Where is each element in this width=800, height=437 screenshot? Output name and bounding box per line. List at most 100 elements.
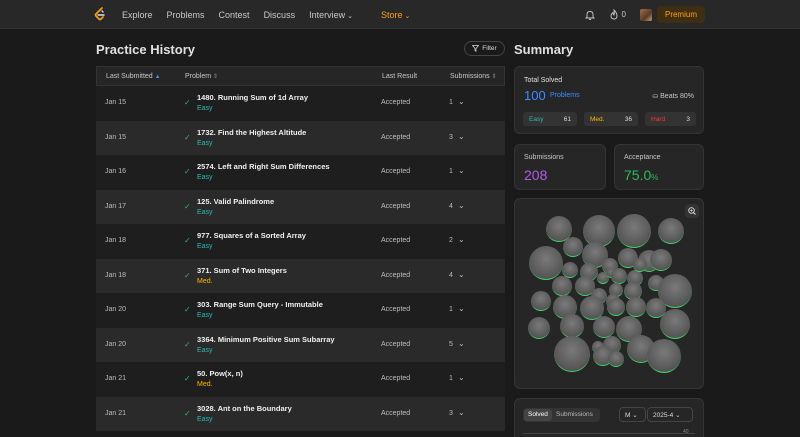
chevron-down-icon[interactable]: ⌄ — [458, 97, 465, 106]
easy-count: 61 — [563, 115, 571, 123]
acceptance-card: Acceptance 75.0% — [614, 144, 704, 190]
medium-pill[interactable]: Med. 36 — [584, 112, 638, 126]
chevron-down-icon: ⌄ — [675, 412, 681, 419]
topic-bubble[interactable] — [593, 316, 615, 338]
avatar[interactable] — [639, 8, 652, 21]
problem-difficulty: Easy — [197, 208, 213, 216]
nav-explore[interactable]: Explore — [122, 9, 153, 20]
table-row[interactable]: Jan 18 ✓ 371. Sum of Two Integers Med. Accep… — [96, 258, 505, 293]
problem-title[interactable]: 3028. Ant on the Boundary — [197, 403, 292, 413]
premium-button[interactable]: Premium — [656, 6, 705, 23]
chevron-down-icon[interactable]: ⌄ — [458, 200, 465, 210]
table-row[interactable]: Jan 17 ✓ 125. Valid Palindrome Easy Accepted… — [96, 189, 505, 224]
last-result: Accepted — [381, 168, 411, 175]
medium-label: Med. — [590, 115, 605, 123]
table-row[interactable]: Jan 15 ✓ 1480. Running Sum of 1d Array Easy… — [96, 86, 505, 121]
row-date: Jan 21 — [105, 375, 127, 382]
topic-bubble[interactable] — [531, 291, 551, 311]
col-submissions-label: Submissions — [450, 73, 490, 80]
table-row[interactable]: Jan 21 ✓ 3028. Ant on the Boundary Easy Acce… — [96, 396, 505, 431]
table-row[interactable]: Jan 20 ✓ 3364. Minimum Positive Sum Subarr… — [96, 327, 505, 362]
streak-fire-icon[interactable] — [609, 9, 619, 20]
nav-store[interactable]: Store ⌄ — [381, 10, 424, 20]
col-submissions[interactable]: Submissions ⇕ — [450, 73, 497, 80]
topic-bubble[interactable] — [546, 216, 572, 242]
chevron-down-icon[interactable]: ⌄ — [458, 131, 465, 141]
topic-bubble[interactable] — [554, 336, 590, 372]
topic-bubble[interactable] — [646, 298, 666, 318]
table-row[interactable]: Jan 18 ✓ 977. Squares of a Sorted Array Eas… — [96, 224, 505, 259]
topic-bubble[interactable] — [528, 317, 550, 339]
topic-bubble[interactable] — [617, 214, 651, 248]
tab-submissions[interactable]: Submissions — [556, 411, 593, 418]
hard-pill[interactable]: Hard 3 — [645, 112, 696, 126]
row-date: Jan 15 — [105, 99, 127, 106]
problem-title[interactable]: 2574. Left and Right Sum Differences — [197, 162, 330, 171]
submission-count: 1 — [449, 306, 453, 313]
chevron-down-icon[interactable]: ⌄ — [458, 407, 465, 417]
row-date: Jan 17 — [105, 202, 127, 210]
row-date: Jan 18 — [105, 271, 127, 279]
topic-bubble[interactable] — [607, 298, 625, 316]
range-select-value: M — [625, 412, 631, 419]
zoom-button[interactable] — [685, 204, 699, 218]
table-row[interactable]: Jan 21 ✓ 50. Pow(x, n) Med. Accepted 1 ⌄ — [96, 362, 505, 397]
col-problem[interactable]: Problem ⇕ — [185, 73, 218, 80]
table-row[interactable]: Jan 20 ✓ 303. Range Sum Query - Immutable E… — [96, 293, 505, 328]
chevron-down-icon[interactable]: ⌄ — [458, 235, 465, 244]
last-result: Accepted — [381, 133, 411, 141]
bell-icon[interactable] — [584, 10, 595, 20]
acceptance-value: 75.0 — [624, 167, 652, 183]
topic-bubble[interactable] — [626, 297, 646, 317]
last-result: Accepted — [381, 237, 411, 244]
total-solved-unit: Problems — [550, 92, 580, 99]
chevron-down-icon[interactable]: ⌄ — [458, 269, 465, 279]
problem-title[interactable]: 303. Range Sum Query - Immutable — [197, 300, 323, 309]
topic-bubble[interactable] — [608, 351, 624, 367]
submission-count: 4 — [449, 271, 453, 279]
topic-bubble[interactable] — [562, 262, 578, 278]
chevron-down-icon[interactable]: ⌄ — [458, 338, 465, 348]
topic-bubble[interactable] — [611, 268, 627, 284]
topic-bubble[interactable] — [658, 218, 684, 244]
table-row[interactable]: Jan 15 ✓ 1732. Find the Highest Altitude Ea… — [96, 120, 505, 155]
problem-title[interactable]: 371. Sum of Two Integers — [197, 265, 287, 275]
range-select[interactable]: M ⌄ — [619, 407, 646, 422]
chevron-down-icon[interactable]: ⌄ — [458, 304, 465, 313]
table-row[interactable]: Jan 16 ✓ 2574. Left and Right Sum Differen… — [96, 155, 505, 190]
total-solved-value: 100 — [524, 88, 546, 103]
nav-discuss[interactable]: Discuss — [263, 9, 296, 20]
problem-title[interactable]: 1480. Running Sum of 1d Array — [197, 93, 308, 102]
tab-solved[interactable]: Solved — [528, 411, 548, 418]
date-select[interactable]: 2025-4 ⌄ — [647, 407, 693, 422]
problem-title[interactable]: 3364. Minimum Positive Sum Subarray — [197, 334, 335, 344]
filter-button[interactable]: Filter — [464, 41, 505, 56]
hard-count: 3 — [686, 115, 690, 123]
check-icon: ✓ — [184, 167, 191, 176]
topic-bubble[interactable] — [529, 246, 563, 280]
topic-bubble[interactable] — [633, 258, 647, 272]
easy-pill[interactable]: Easy 61 — [523, 112, 577, 126]
nav-interview[interactable]: Interview ⌄ — [309, 10, 367, 20]
problem-title[interactable]: 977. Squares of a Sorted Array — [197, 231, 306, 240]
topic-bubble[interactable] — [575, 276, 595, 296]
problem-title[interactable]: 125. Valid Palindrome — [197, 196, 275, 206]
topic-bubble[interactable] — [647, 339, 681, 373]
leetcode-logo-icon[interactable] — [93, 7, 107, 22]
submissions-value: 208 — [524, 167, 548, 183]
nav-contest[interactable]: Contest — [218, 9, 250, 20]
topic-bubble[interactable] — [560, 314, 584, 338]
topic-bubble[interactable] — [563, 237, 583, 257]
problem-title[interactable]: 50. Pow(x, n) — [197, 369, 243, 378]
topic-bubble[interactable] — [650, 249, 672, 271]
col-last-submitted[interactable]: Last Submitted ▲ — [106, 73, 161, 80]
col-last-result-label: Last Result — [382, 73, 418, 80]
chevron-down-icon[interactable]: ⌄ — [458, 166, 465, 175]
chevron-down-icon[interactable]: ⌄ — [458, 373, 465, 382]
topic-bubble[interactable] — [583, 215, 615, 247]
problem-title[interactable]: 1732. Find the Highest Altitude — [197, 127, 307, 137]
topic-bubble[interactable] — [660, 309, 690, 339]
topic-bubble[interactable] — [552, 276, 572, 296]
last-result: Accepted — [381, 271, 411, 279]
nav-problems[interactable]: Problems — [166, 9, 205, 20]
